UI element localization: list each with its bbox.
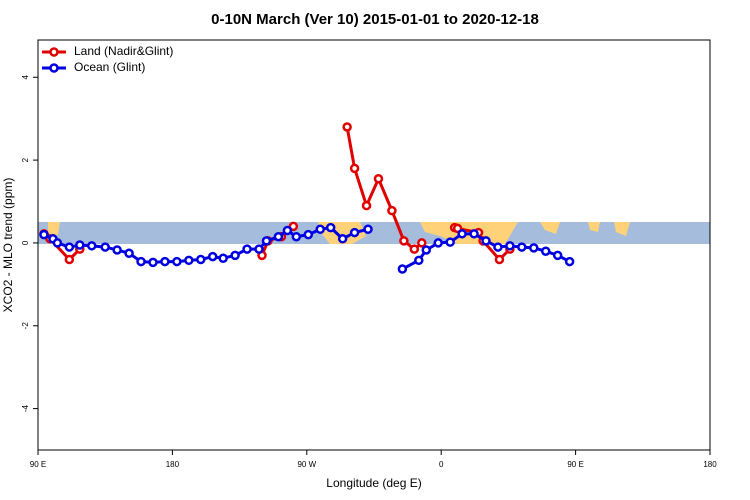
point — [273, 231, 284, 242]
legend-marker — [49, 47, 59, 57]
y-axis-label: XCO2 - MLO trend (ppm) — [1, 178, 15, 313]
point — [517, 242, 527, 252]
point — [196, 254, 206, 265]
point — [349, 227, 360, 238]
x-tick-label: 90 E — [567, 460, 583, 469]
y-tick-label: 2 — [21, 157, 30, 162]
point — [87, 241, 97, 251]
point — [409, 244, 420, 254]
legend-label: Land (Nadir&Glint) — [74, 44, 173, 58]
point — [75, 240, 85, 250]
point — [414, 255, 424, 266]
point — [493, 242, 503, 252]
point — [445, 237, 455, 247]
point — [282, 225, 293, 236]
point — [469, 229, 479, 239]
point — [349, 163, 360, 174]
point — [160, 256, 170, 267]
x-tick-label: 180 — [166, 460, 180, 469]
point — [184, 255, 194, 266]
point — [325, 222, 336, 233]
point — [291, 231, 302, 242]
x-tick-label: 180 — [703, 460, 717, 469]
point — [288, 221, 299, 232]
y-tick-label: 0 — [21, 240, 30, 245]
point — [52, 238, 63, 248]
x-tick-label: 0 — [439, 460, 444, 469]
point — [494, 254, 505, 265]
point — [387, 205, 397, 216]
point — [112, 245, 122, 255]
point — [505, 241, 515, 251]
point — [552, 250, 563, 261]
point — [64, 254, 75, 265]
point — [207, 251, 218, 262]
point — [361, 200, 372, 211]
x-tick-label: 90 E — [30, 460, 46, 469]
point — [373, 173, 384, 184]
y-tick-label: 4 — [21, 74, 30, 79]
point — [136, 256, 146, 267]
point — [39, 229, 49, 240]
point — [100, 242, 110, 252]
point — [230, 250, 240, 261]
legend-marker — [49, 63, 59, 73]
point — [64, 242, 75, 252]
point — [172, 256, 182, 267]
x-axis-label: Longitude (deg E) — [326, 476, 421, 490]
point — [363, 224, 373, 235]
point — [337, 234, 348, 244]
plot-frame — [37, 39, 711, 451]
point — [529, 243, 539, 253]
point — [315, 224, 325, 235]
y-tick-label: -2 — [21, 322, 30, 330]
point — [417, 238, 427, 248]
y-tick-label: -4 — [21, 404, 30, 412]
point — [457, 229, 467, 239]
point — [254, 244, 264, 254]
point — [218, 253, 228, 264]
x-tick-label: 90 W — [297, 460, 316, 469]
point — [399, 236, 409, 246]
point — [433, 238, 443, 248]
point — [564, 256, 575, 267]
point — [303, 229, 314, 240]
point — [540, 246, 551, 256]
point — [397, 264, 408, 274]
legend-label: Ocean (Glint) — [74, 60, 145, 74]
point — [261, 236, 272, 246]
point — [421, 245, 432, 255]
point — [342, 122, 352, 132]
point — [124, 248, 134, 259]
point — [148, 257, 158, 268]
map-strip — [38, 222, 710, 244]
point — [481, 236, 491, 246]
chart-title: 0-10N March (Ver 10) 2015-01-01 to 2020-… — [211, 11, 539, 28]
point — [242, 244, 252, 254]
